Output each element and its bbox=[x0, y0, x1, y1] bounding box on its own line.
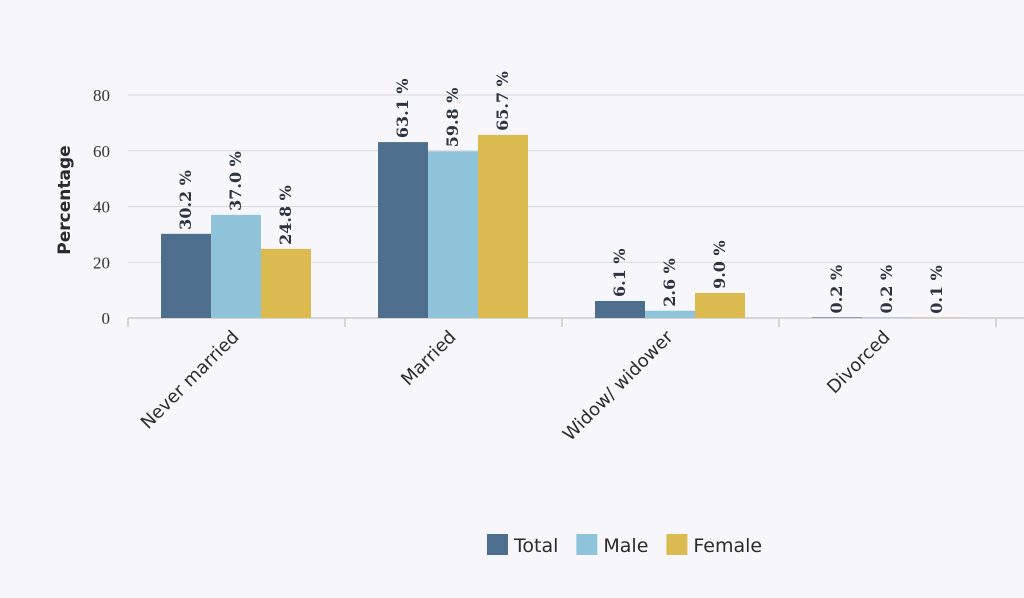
x-tick-label: Never married bbox=[137, 327, 244, 434]
y-axis-ticks: 0 20 40 60 80 bbox=[93, 86, 110, 328]
legend-swatch-male bbox=[576, 534, 598, 555]
legend-label: Female bbox=[693, 535, 762, 557]
legend-label: Total bbox=[513, 535, 558, 557]
y-axis-title: Percentage bbox=[55, 145, 75, 254]
bar-male bbox=[428, 151, 478, 318]
data-label: 30.2 % bbox=[176, 170, 195, 230]
data-label: 0.2 % bbox=[827, 265, 846, 314]
data-label: 59.8 % bbox=[443, 88, 462, 148]
data-label: 6.1 % bbox=[610, 248, 629, 297]
data-label: 0.2 % bbox=[877, 265, 896, 314]
legend-label: Male bbox=[603, 535, 648, 557]
data-label: 24.8 % bbox=[276, 185, 295, 245]
y-tick-label: 0 bbox=[102, 309, 111, 328]
x-tick-label: Widow/ widower bbox=[559, 326, 678, 445]
bar-male bbox=[645, 310, 695, 318]
bar-female bbox=[695, 292, 745, 318]
bar-female bbox=[261, 248, 311, 318]
data-label: 9.0 % bbox=[710, 240, 729, 289]
data-label: 37.0 % bbox=[226, 151, 245, 211]
x-tick-label: Divorced bbox=[823, 327, 894, 398]
y-tick-label: 40 bbox=[93, 198, 110, 217]
legend-swatch-total bbox=[487, 534, 508, 555]
bars bbox=[161, 134, 962, 318]
bar-male bbox=[211, 214, 261, 318]
bar-total bbox=[595, 300, 645, 318]
data-label: 2.6 % bbox=[660, 258, 679, 307]
legend-swatch-female bbox=[666, 534, 688, 555]
y-tick-label: 60 bbox=[93, 142, 110, 161]
x-tick-label: Married bbox=[397, 327, 460, 390]
bar-male bbox=[862, 317, 912, 318]
bar-total bbox=[812, 317, 862, 318]
data-labels: 30.2 % 37.0 % 24.8 % 63.1 % 59.8 % 65.7 % 6.1 … bbox=[176, 71, 946, 314]
data-label: 0.1 % bbox=[927, 265, 946, 314]
bar-female bbox=[478, 134, 528, 318]
bar-total bbox=[161, 233, 211, 318]
x-axis-ticks: Never married Married Widow/ widower Divorc… bbox=[137, 326, 895, 445]
y-tick-label: 80 bbox=[93, 86, 110, 105]
bar-total bbox=[378, 142, 428, 318]
data-label: 65.7 % bbox=[493, 71, 512, 131]
y-tick-label: 20 bbox=[93, 253, 110, 272]
data-label: 63.1 % bbox=[393, 78, 412, 138]
legend: Total Male Female bbox=[487, 534, 762, 557]
